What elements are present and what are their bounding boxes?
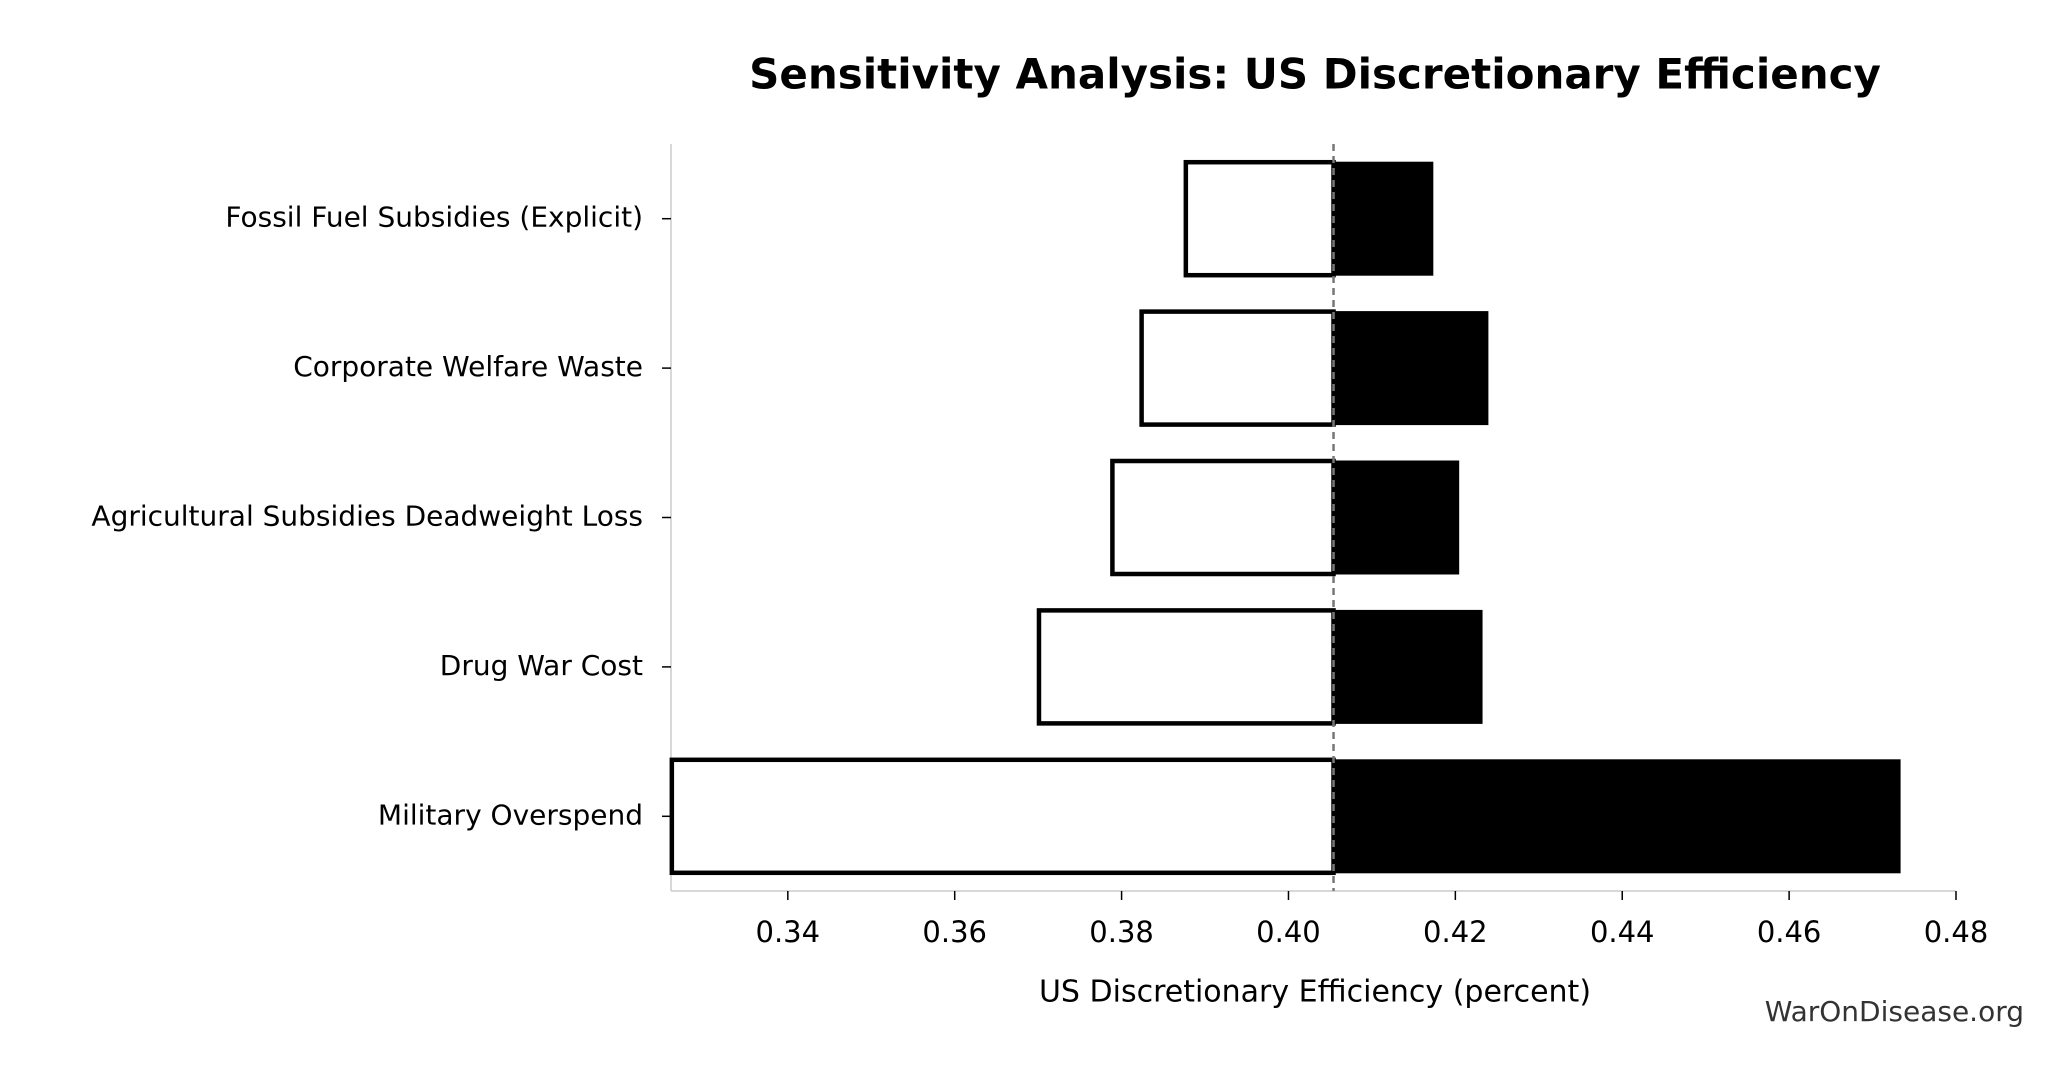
chart-title: Sensitivity Analysis: US Discretionary E… [749, 50, 1881, 99]
x-tick-label: 0.42 [1423, 915, 1488, 949]
high-bar [1333, 161, 1434, 276]
x-tick-label: 0.48 [1924, 915, 1989, 949]
category-label: Fossil Fuel Subsidies (Explicit) [225, 201, 643, 234]
high-bar [1333, 311, 1489, 426]
x-tick-label: 0.44 [1590, 915, 1655, 949]
category-label: Military Overspend [378, 798, 643, 831]
x-tick-label: 0.46 [1757, 915, 1822, 949]
category-label: Corporate Welfare Waste [293, 350, 643, 383]
low-bar [1110, 458, 1336, 577]
low-bar [1139, 309, 1336, 427]
x-tick-label: 0.36 [922, 915, 987, 949]
low-bar [1036, 608, 1336, 726]
x-axis-label: US Discretionary Efficiency (percent) [1039, 975, 1591, 1010]
category-label: Agricultural Subsidies Deadweight Loss [91, 500, 643, 533]
high-bar [1333, 609, 1483, 724]
low-bar [1183, 159, 1336, 278]
footer: WarOnDisease.org [1765, 995, 2024, 1028]
category-label: Drug War Cost [440, 649, 643, 682]
low-bar [669, 757, 1336, 876]
x-tick-label: 0.38 [1089, 915, 1154, 949]
x-tick-label: 0.40 [1256, 915, 1321, 949]
high-bar [1333, 460, 1460, 575]
x-tick-label: 0.34 [756, 915, 821, 949]
high-bar [1333, 759, 1901, 874]
